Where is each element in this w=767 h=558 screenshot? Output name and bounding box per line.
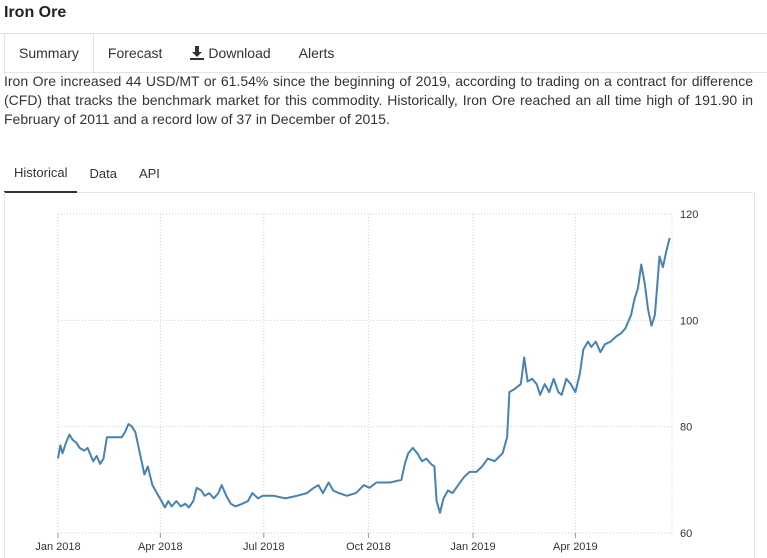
y-axis: 60 80 100 120 — [680, 209, 698, 540]
chart-container: 60 80 100 120 Jan 2018 Apr 2018 Jul 2018 Oct 2… — [4, 192, 755, 558]
tab-forecast[interactable]: Forecast — [94, 34, 176, 72]
tab-summary[interactable]: Summary — [5, 34, 94, 72]
chart-view-tabs: Historical Data API — [4, 154, 753, 193]
price-chart[interactable]: 60 80 100 120 Jan 2018 Apr 2018 Jul 2018 Oct 2… — [5, 192, 754, 558]
tab-data-label: Data — [89, 165, 117, 181]
tab-forecast-label: Forecast — [107, 45, 163, 61]
tab-api-label: API — [138, 165, 160, 181]
download-icon — [190, 46, 205, 60]
tab-historical-label: Historical — [14, 165, 68, 180]
x-tick-label: Jan 2019 — [450, 541, 495, 553]
series-line-0[interactable] — [57, 237, 671, 514]
page-title: Iron Ore — [4, 4, 67, 21]
summary-paragraph: Iron Ore increased 44 USD/MT or 61.54% s… — [4, 73, 753, 127]
tab-download[interactable]: Download — [176, 34, 284, 72]
y-tick-label: 120 — [680, 209, 698, 221]
tab-alerts-label: Alerts — [298, 45, 335, 61]
chart-plot-area — [57, 237, 671, 514]
tab-summary-label: Summary — [19, 45, 79, 61]
x-tick-label: Oct 2018 — [346, 541, 391, 553]
tab-data[interactable]: Data — [79, 154, 126, 192]
y-tick-label: 100 — [680, 315, 698, 327]
x-tick-label: Apr 2018 — [138, 541, 183, 553]
top-tab-bar: Summary Forecast Download Alerts — [4, 34, 767, 73]
chart-grid — [57, 213, 673, 538]
tab-api[interactable]: API — [129, 154, 170, 192]
tab-download-label: Download — [208, 45, 271, 61]
x-tick-label: Apr 2019 — [553, 541, 598, 553]
x-axis: Jan 2018 Apr 2018 Jul 2018 Oct 2018 Jan 2019… — [35, 541, 597, 553]
x-tick-label: Jan 2018 — [35, 541, 80, 553]
title-divider — [0, 33, 767, 34]
y-tick-label: 80 — [680, 422, 692, 434]
tab-alerts[interactable]: Alerts — [285, 34, 349, 72]
tab-historical[interactable]: Historical — [4, 154, 78, 193]
y-tick-label: 60 — [680, 528, 692, 540]
x-tick-label: Jul 2018 — [243, 541, 285, 553]
